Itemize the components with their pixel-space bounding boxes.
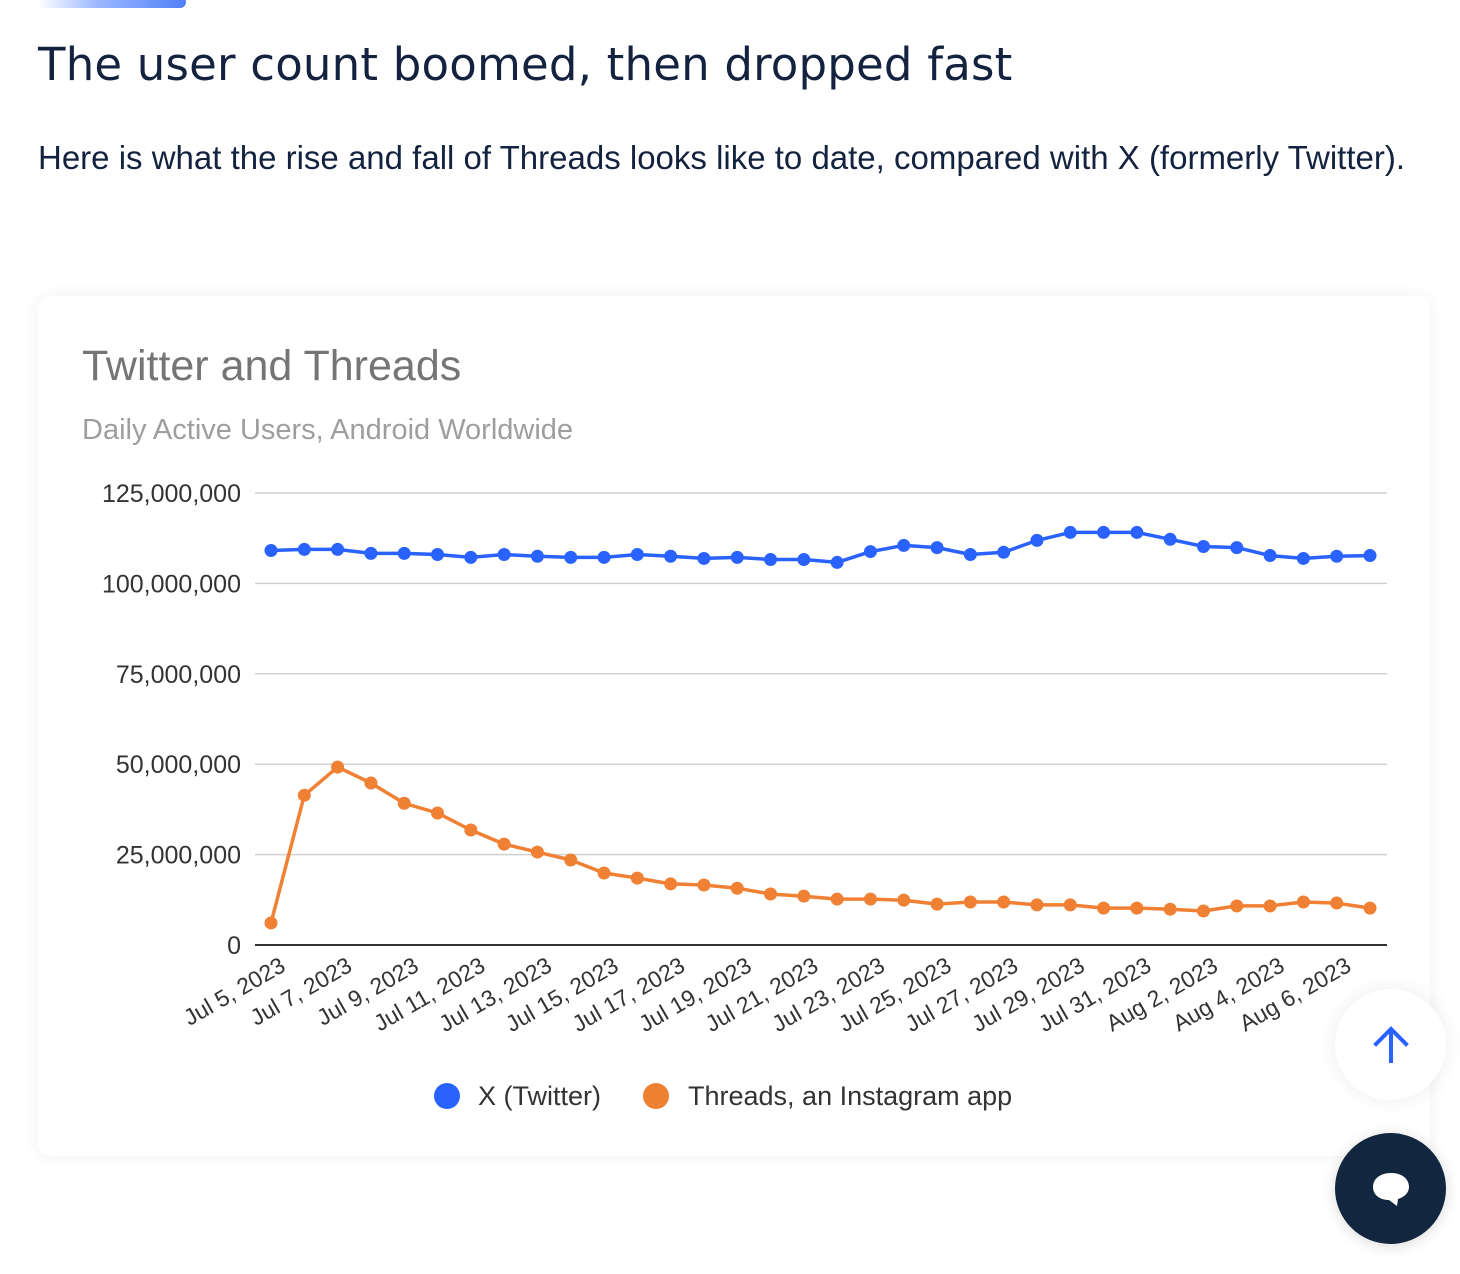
data-point: [1030, 533, 1044, 547]
chat-bubble-icon: [1372, 1172, 1409, 1206]
y-tick-label: 125,000,000: [102, 480, 241, 508]
data-point: [1063, 525, 1077, 539]
data-point: [1230, 541, 1244, 555]
y-tick-label: 100,000,000: [102, 570, 241, 598]
data-point: [897, 538, 911, 552]
data-point: [930, 897, 944, 911]
data-point: [364, 776, 378, 790]
data-point: [1363, 901, 1377, 915]
data-point: [697, 551, 711, 565]
data-point: [1363, 549, 1377, 563]
scroll-to-top-button[interactable]: [1335, 989, 1446, 1100]
data-point: [830, 555, 844, 569]
data-point: [297, 542, 311, 556]
data-point: [764, 887, 778, 901]
data-point: [264, 916, 278, 930]
data-point: [997, 895, 1011, 909]
data-point: [1330, 549, 1344, 563]
legend-marker: [643, 1083, 669, 1109]
data-point: [930, 541, 944, 555]
data-point: [530, 845, 544, 859]
data-point: [863, 892, 877, 906]
data-point: [1030, 898, 1044, 912]
data-point: [730, 550, 744, 564]
data-point: [1196, 540, 1210, 554]
data-point: [664, 877, 678, 891]
data-point: [564, 550, 578, 564]
data-point: [1263, 549, 1277, 563]
data-point: [530, 549, 544, 563]
legend-label: X (Twitter): [478, 1081, 601, 1111]
data-point: [963, 547, 977, 561]
data-point: [331, 542, 345, 556]
data-point: [364, 546, 378, 560]
chart-subtitle: Daily Active Users, Android Worldwide: [82, 414, 574, 446]
data-point: [630, 547, 644, 561]
data-point: [397, 796, 411, 810]
legend-label: Threads, an Instagram app: [688, 1081, 1012, 1111]
data-point: [597, 866, 611, 880]
data-point: [630, 871, 644, 885]
article-intro: Here is what the rise and fall of Thread…: [38, 139, 1406, 176]
data-point: [1296, 551, 1310, 565]
series-line-1: [269, 765, 1371, 924]
y-tick-label: 50,000,000: [116, 751, 241, 779]
data-point: [1196, 904, 1210, 918]
article-headline: The user count boomed, then dropped fast: [38, 38, 1013, 91]
data-point: [1130, 525, 1144, 539]
data-point: [1097, 525, 1111, 539]
data-point: [497, 837, 511, 851]
top-accent-bar: [38, 0, 186, 8]
data-point: [797, 889, 811, 903]
data-point: [1163, 902, 1177, 916]
data-point: [730, 881, 744, 895]
chart-card: [38, 296, 1430, 1156]
data-point: [764, 553, 778, 567]
data-point: [1230, 899, 1244, 913]
arrow-up-icon: [1372, 1025, 1409, 1063]
y-tick-label: 0: [227, 932, 241, 960]
data-point: [397, 546, 411, 560]
data-point: [264, 543, 278, 557]
data-point: [1296, 895, 1310, 909]
data-point: [1063, 898, 1077, 912]
data-point: [830, 892, 844, 906]
data-point: [464, 550, 478, 564]
data-point: [1163, 532, 1177, 546]
chart-title: Twitter and Threads: [82, 342, 462, 390]
data-point: [297, 788, 311, 802]
series-line-0: [270, 530, 1371, 565]
data-point: [697, 878, 711, 892]
data-point: [897, 893, 911, 907]
data-point: [497, 547, 511, 561]
y-tick-label: 25,000,000: [116, 842, 241, 870]
data-point: [1330, 896, 1344, 910]
data-point: [1097, 901, 1111, 915]
data-point: [431, 806, 445, 820]
data-point: [597, 550, 611, 564]
data-point: [1130, 901, 1144, 915]
data-point: [963, 895, 977, 909]
data-point: [797, 553, 811, 567]
data-point: [431, 547, 445, 561]
data-point: [863, 545, 877, 559]
chat-button[interactable]: [1335, 1133, 1446, 1244]
data-point: [464, 823, 478, 837]
legend-marker: [434, 1083, 460, 1109]
y-tick-label: 75,000,000: [116, 661, 241, 689]
data-point: [664, 549, 678, 563]
data-point: [1263, 899, 1277, 913]
data-point: [331, 760, 345, 774]
data-point: [997, 545, 1011, 559]
data-point: [564, 853, 578, 867]
